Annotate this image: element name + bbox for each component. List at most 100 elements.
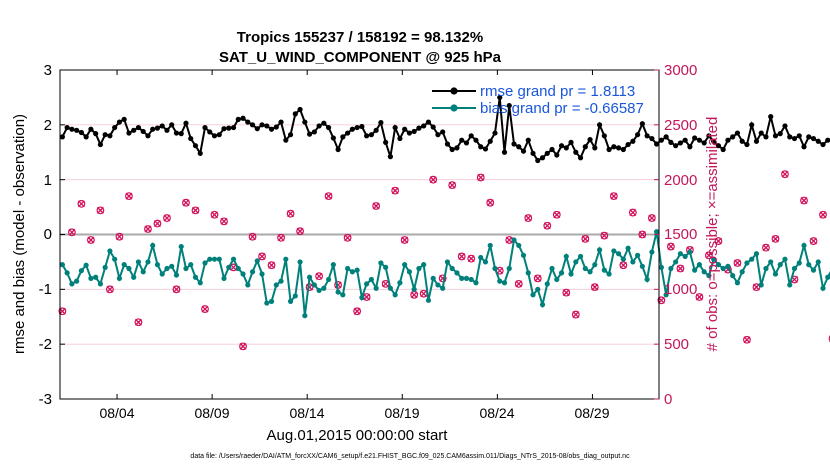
bias-point [772, 271, 779, 277]
rmse-point [463, 140, 470, 146]
obs-point [666, 242, 675, 251]
bias-point [406, 269, 413, 275]
obs-point [828, 335, 830, 343]
obs-point [220, 217, 228, 226]
obs-point [182, 198, 190, 207]
xtick-label: 08/24 [479, 405, 514, 421]
ytick-right-label: 500 [664, 336, 689, 353]
rmse-point [644, 133, 650, 139]
obs-point [201, 305, 209, 313]
bias-point [297, 259, 303, 265]
obs-point [315, 272, 323, 281]
bias-point [563, 253, 569, 260]
bias-point [516, 242, 522, 249]
bias-point [478, 254, 484, 261]
bias-point [649, 249, 655, 255]
rmse-point [497, 94, 503, 101]
rmse-point [692, 135, 698, 141]
obs-point [619, 261, 628, 270]
bias-point [159, 271, 165, 277]
bias-point [587, 269, 593, 275]
bias-point [435, 282, 441, 288]
rmse-point [473, 137, 479, 143]
bias-point [668, 265, 674, 272]
obs-point [771, 234, 780, 243]
rmse-point [630, 138, 636, 144]
bias-point [744, 260, 750, 266]
bias-point [530, 292, 536, 298]
bias-point [178, 243, 184, 250]
rmse-point [131, 127, 137, 133]
bias-point [782, 256, 788, 262]
bias-point [292, 293, 298, 299]
bias-point [302, 313, 308, 319]
rmse-point [487, 138, 493, 144]
bias-point [749, 256, 755, 262]
bias-point [164, 265, 170, 272]
bias-point [506, 265, 512, 272]
rmse-point [568, 139, 574, 145]
obs-point [543, 221, 552, 230]
obs-point [705, 251, 713, 260]
bias-point [682, 253, 688, 260]
bias-point [402, 262, 408, 268]
bias-point [501, 280, 508, 286]
rmse-point [668, 139, 674, 145]
obs-point [571, 310, 580, 319]
obs-point [191, 206, 200, 215]
bias-point [825, 274, 830, 280]
rmse-point [150, 126, 156, 132]
bias-point [131, 274, 137, 280]
rmse-point [587, 137, 593, 143]
obs-point [800, 196, 808, 205]
bias-point [706, 273, 712, 279]
rmse-point [226, 125, 232, 131]
bias-point [791, 265, 798, 272]
bias-point [259, 271, 265, 277]
rmse-point [102, 132, 108, 138]
rmse-point [806, 134, 812, 140]
rmse-point [173, 130, 180, 136]
rmse-point [673, 143, 679, 149]
ytick-right-label: 0 [664, 391, 672, 408]
obs-point [809, 237, 818, 245]
bias-point [535, 286, 541, 292]
bias-point [768, 259, 774, 265]
bias-point [606, 271, 612, 277]
obs-point [324, 192, 333, 201]
rmse-point [378, 120, 384, 126]
rmse-point [725, 137, 731, 143]
rmse-point [192, 143, 199, 149]
bias-point [777, 262, 783, 268]
rmse-point [425, 119, 432, 125]
bias-point [340, 292, 346, 298]
bias-point [335, 289, 341, 295]
obs-point [514, 279, 523, 288]
rmse-point [596, 122, 603, 128]
rmse-point [615, 145, 622, 151]
xtick-label: 08/04 [99, 405, 134, 421]
ytick-left-label: 2 [44, 117, 52, 134]
rmse-point [715, 143, 722, 149]
bias-point [245, 282, 251, 288]
bias-point [421, 262, 427, 268]
rmse-point [316, 123, 322, 129]
bias-point [325, 276, 332, 283]
rmse-point [563, 145, 569, 151]
rmse-point [140, 128, 146, 135]
bias-point [392, 292, 398, 298]
bias-point [306, 274, 313, 280]
rmse-point [211, 133, 218, 139]
bias-point [601, 267, 607, 273]
chart-title-line1: Tropics 155237 / 158192 = 98.132% [237, 29, 483, 46]
bias-point [273, 282, 279, 288]
rmse-point [558, 143, 565, 149]
y-axis-label-left: rmse and bias (model - observation) [11, 114, 28, 354]
bias-point [459, 275, 465, 281]
bias-point [221, 275, 227, 281]
rmse-point [292, 111, 298, 117]
xtick-label: 08/09 [194, 405, 229, 421]
bias-point [93, 274, 99, 280]
obs-point [267, 261, 276, 270]
